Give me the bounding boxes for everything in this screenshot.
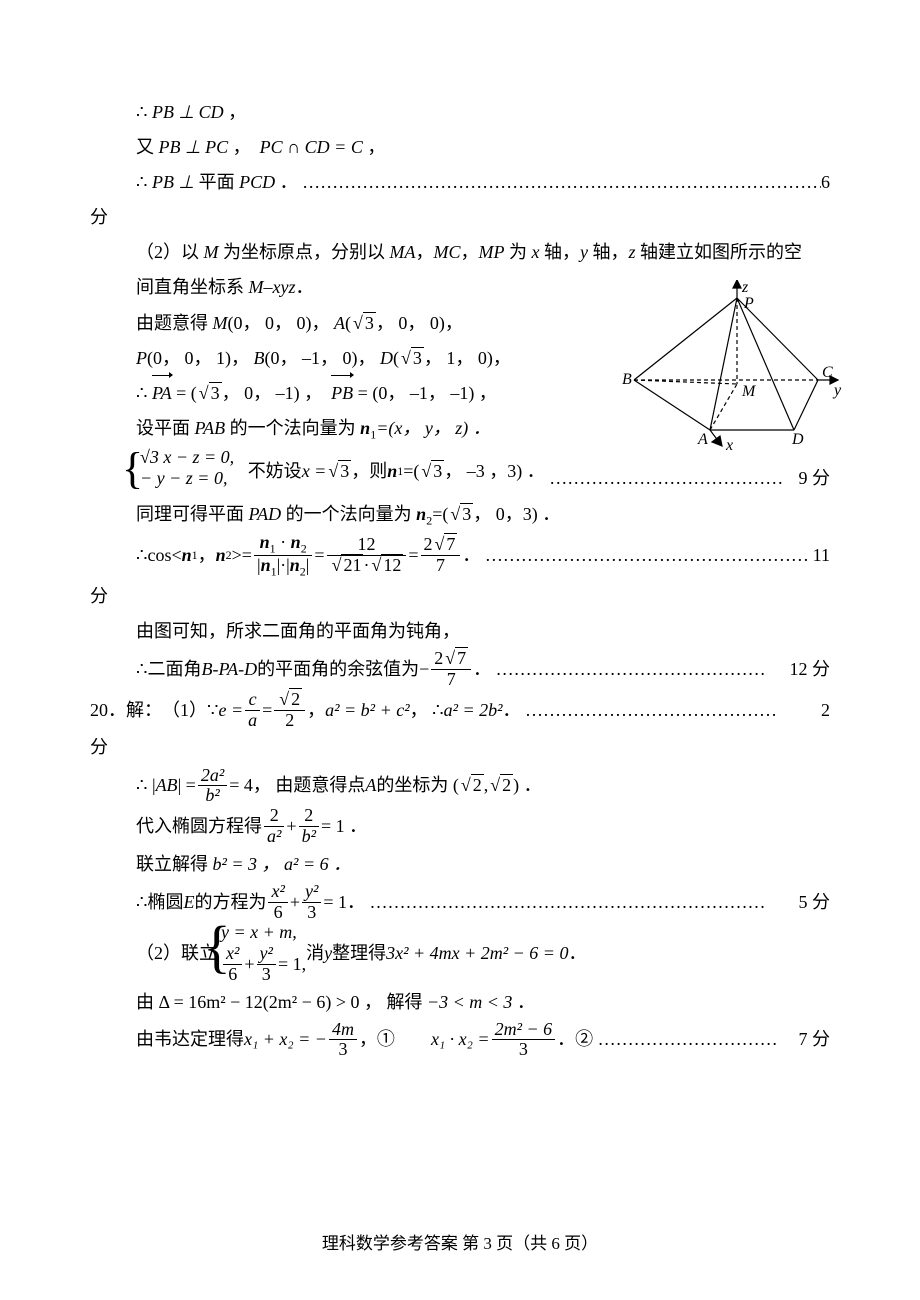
sys-row-1: √3 x − z = 0, <box>140 447 234 469</box>
label-x: x <box>725 437 733 450</box>
q20-line1: 20．解： （1） ∵ e = ca = 22 ， a² = b² + c² ，… <box>90 690 830 731</box>
dot-leader: ………………………………………………………… <box>370 885 799 920</box>
pyramid-diagram: z P B C y M A D x <box>622 280 842 450</box>
dot-leader: ………………………………… <box>549 461 798 496</box>
dot-leader: …………………………………… <box>525 693 821 728</box>
ab-length: ∴ |AB| = 2a²b² = 4， 由题意得点 A 的坐标为 (2, 2) … <box>90 766 830 807</box>
system-and-n1: { √3 x − z = 0, − y − z = 0, 不妨设 x = 3，则… <box>90 447 830 497</box>
line-pb-perp-plane: ∴ PB ⊥ 平面 PCD ． ………………………………………………………………… <box>90 165 830 200</box>
frac-neg-2sqrt7-7: 27 7 <box>431 649 471 690</box>
dihedral-result: ∴ 二面角 B-PA-D 的平面角的余弦值为 − 27 7 ． ……………………… <box>90 649 830 690</box>
obtuse-line: 由图可知，所求二面角的平面角为钝角， <box>90 614 830 649</box>
ellipse-equation: ∴ 椭圆 E 的方程为 x²6 + y²3 = 1 ． ………………………………… <box>90 882 830 923</box>
score-6: 6 <box>821 165 830 200</box>
page: ∴ PB ⊥ CD ， 又 PB ⊥ PC ， PC ∩ CD = C ， ∴ … <box>0 0 920 1300</box>
fen-isolated-3: 分 <box>90 730 830 765</box>
sys2-row-2: x²6 + y²3 = 1, <box>221 944 306 985</box>
score-5: 5 分 <box>799 885 831 920</box>
dot-leader: ………………………… <box>598 1022 799 1057</box>
dot-leader: …………………………………………………………………………… <box>302 165 821 200</box>
dot-leader: ……………………………………… <box>496 652 790 687</box>
frac-12-over-sqrt: 12 21·12 <box>327 535 407 576</box>
label-A: A <box>697 431 708 448</box>
score-11: 11 <box>813 538 830 573</box>
score-9: 9 分 <box>799 461 831 496</box>
frac-n1n2: n1 · n2 |n1|·|n2| <box>254 533 312 580</box>
substitute-line: 代入椭圆方程得 2a² + 2b² = 1 ． <box>90 806 830 847</box>
label-z: z <box>741 280 749 296</box>
dot-leader: ……………………………………………… <box>485 538 813 573</box>
line-pb-perp-cd: ∴ PB ⊥ CD ， <box>90 95 830 130</box>
label-y: y <box>832 382 842 399</box>
n2-line: 同理可得平面 PAD 的一个法向量为 n2=(3， 0，3) ． <box>90 497 830 533</box>
fen-isolated-2: 分 <box>90 579 830 614</box>
label-D: D <box>791 431 804 448</box>
frac-2sqrt7-over-7: 27 7 <box>421 535 461 576</box>
cos-line: ∴ cos<n1， n2>= n1 · n2 |n1|·|n2| = 12 21… <box>90 533 830 580</box>
solve-line: 联立解得 b² = 3 ， a² = 6 ． <box>90 847 830 882</box>
page-footer: 理科数学参考答案 第 3 页（共 6 页） <box>0 1227 920 1260</box>
brace-system: { √3 x − z = 0, − y − z = 0, <box>136 447 234 497</box>
label-B: B <box>622 371 632 388</box>
line-pb-perp-pc: 又 PB ⊥ PC ， PC ∩ CD = C ， <box>90 130 830 165</box>
label-P: P <box>743 295 754 312</box>
vieta-line: 由韦达定理得 x₁ + x₂ = − 4m3 ，① x₁ · x₂ = 2m² … <box>90 1020 830 1061</box>
score-7: 7 分 <box>799 1022 831 1057</box>
score-2: 2 <box>821 693 830 728</box>
q20-part2-system: （2）联立 { y = x + m, x²6 + y²3 = 1, 消 y 整理… <box>90 922 830 984</box>
sys-row-2: − y − z = 0, <box>140 468 234 490</box>
delta-line: 由 Δ = 16m² − 12(2m² − 6) > 0 ， 解得 −3 < m… <box>90 985 830 1020</box>
p2-intro-line1: （2）以 M 为坐标原点，分别以 MA，MC，MP 为 x 轴，y 轴，z 轴建… <box>90 235 830 270</box>
brace-q20-system: { y = x + m, x²6 + y²3 = 1, <box>217 922 306 984</box>
label-M: M <box>741 383 757 400</box>
label-C: C <box>822 364 833 381</box>
fen-isolated-1: 分 <box>90 200 830 235</box>
score-12: 12 分 <box>790 652 831 687</box>
sys2-row-1: y = x + m, <box>221 922 306 944</box>
